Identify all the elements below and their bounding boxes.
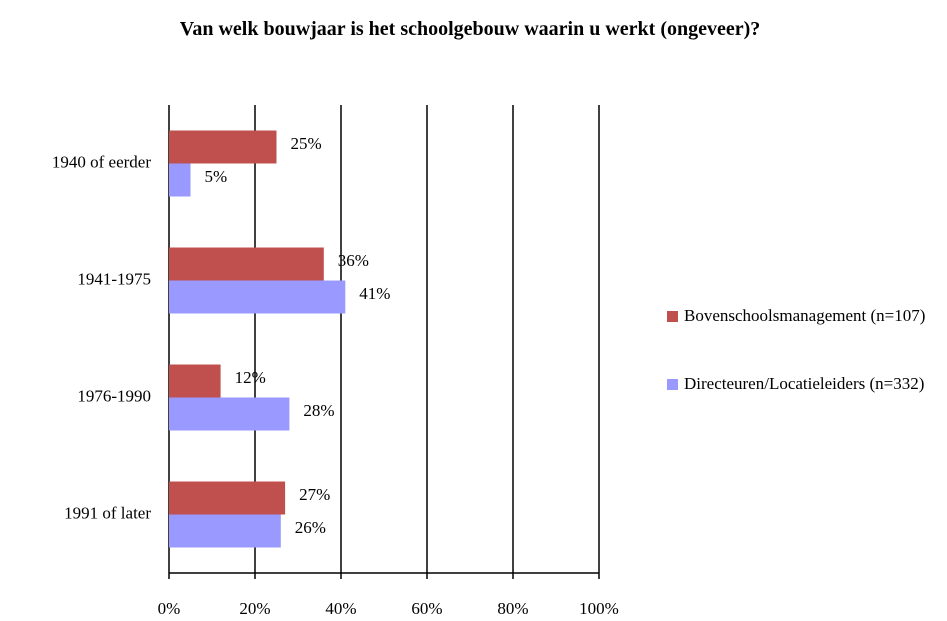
x-tick-label: 0% [158,599,181,618]
y-tick-label: 1940 of eerder [52,152,151,171]
bar [169,247,324,281]
bar [169,130,277,164]
legend-item: Bovenschoolsmanagement (n=107) [667,301,945,331]
x-tick-label: 80% [497,599,528,618]
x-tick-label: 20% [239,599,270,618]
bar [169,280,346,314]
value-label: 26% [295,518,326,537]
bar [169,364,221,398]
value-label: 28% [303,401,334,420]
legend-swatch [667,311,678,322]
legend-swatch [667,379,678,390]
bar [169,397,290,431]
chart-title: Van welk bouwjaar is het schoolgebouw wa… [179,18,761,40]
y-tick-label: 1991 of later [64,503,151,522]
legend-item: Directeuren/Locatieleiders (n=332) [667,369,945,399]
value-label: 25% [291,134,322,153]
legend-label: Directeuren/Locatieleiders (n=332) [684,374,925,393]
x-tick-label: 100% [579,599,619,618]
legend-label: Bovenschoolsmanagement (n=107) [684,306,926,325]
bar [169,481,286,515]
x-tick-label: 60% [411,599,442,618]
value-label: 27% [299,485,330,504]
y-tick-label: 1976-1990 [77,386,151,405]
value-label: 36% [338,251,369,270]
value-label: 12% [235,368,266,387]
value-label: 5% [205,167,228,186]
y-tick-label: 1941-1975 [77,269,151,288]
bar [169,514,281,548]
x-tick-label: 40% [325,599,356,618]
bar [169,163,191,197]
value-label: 41% [359,284,390,303]
